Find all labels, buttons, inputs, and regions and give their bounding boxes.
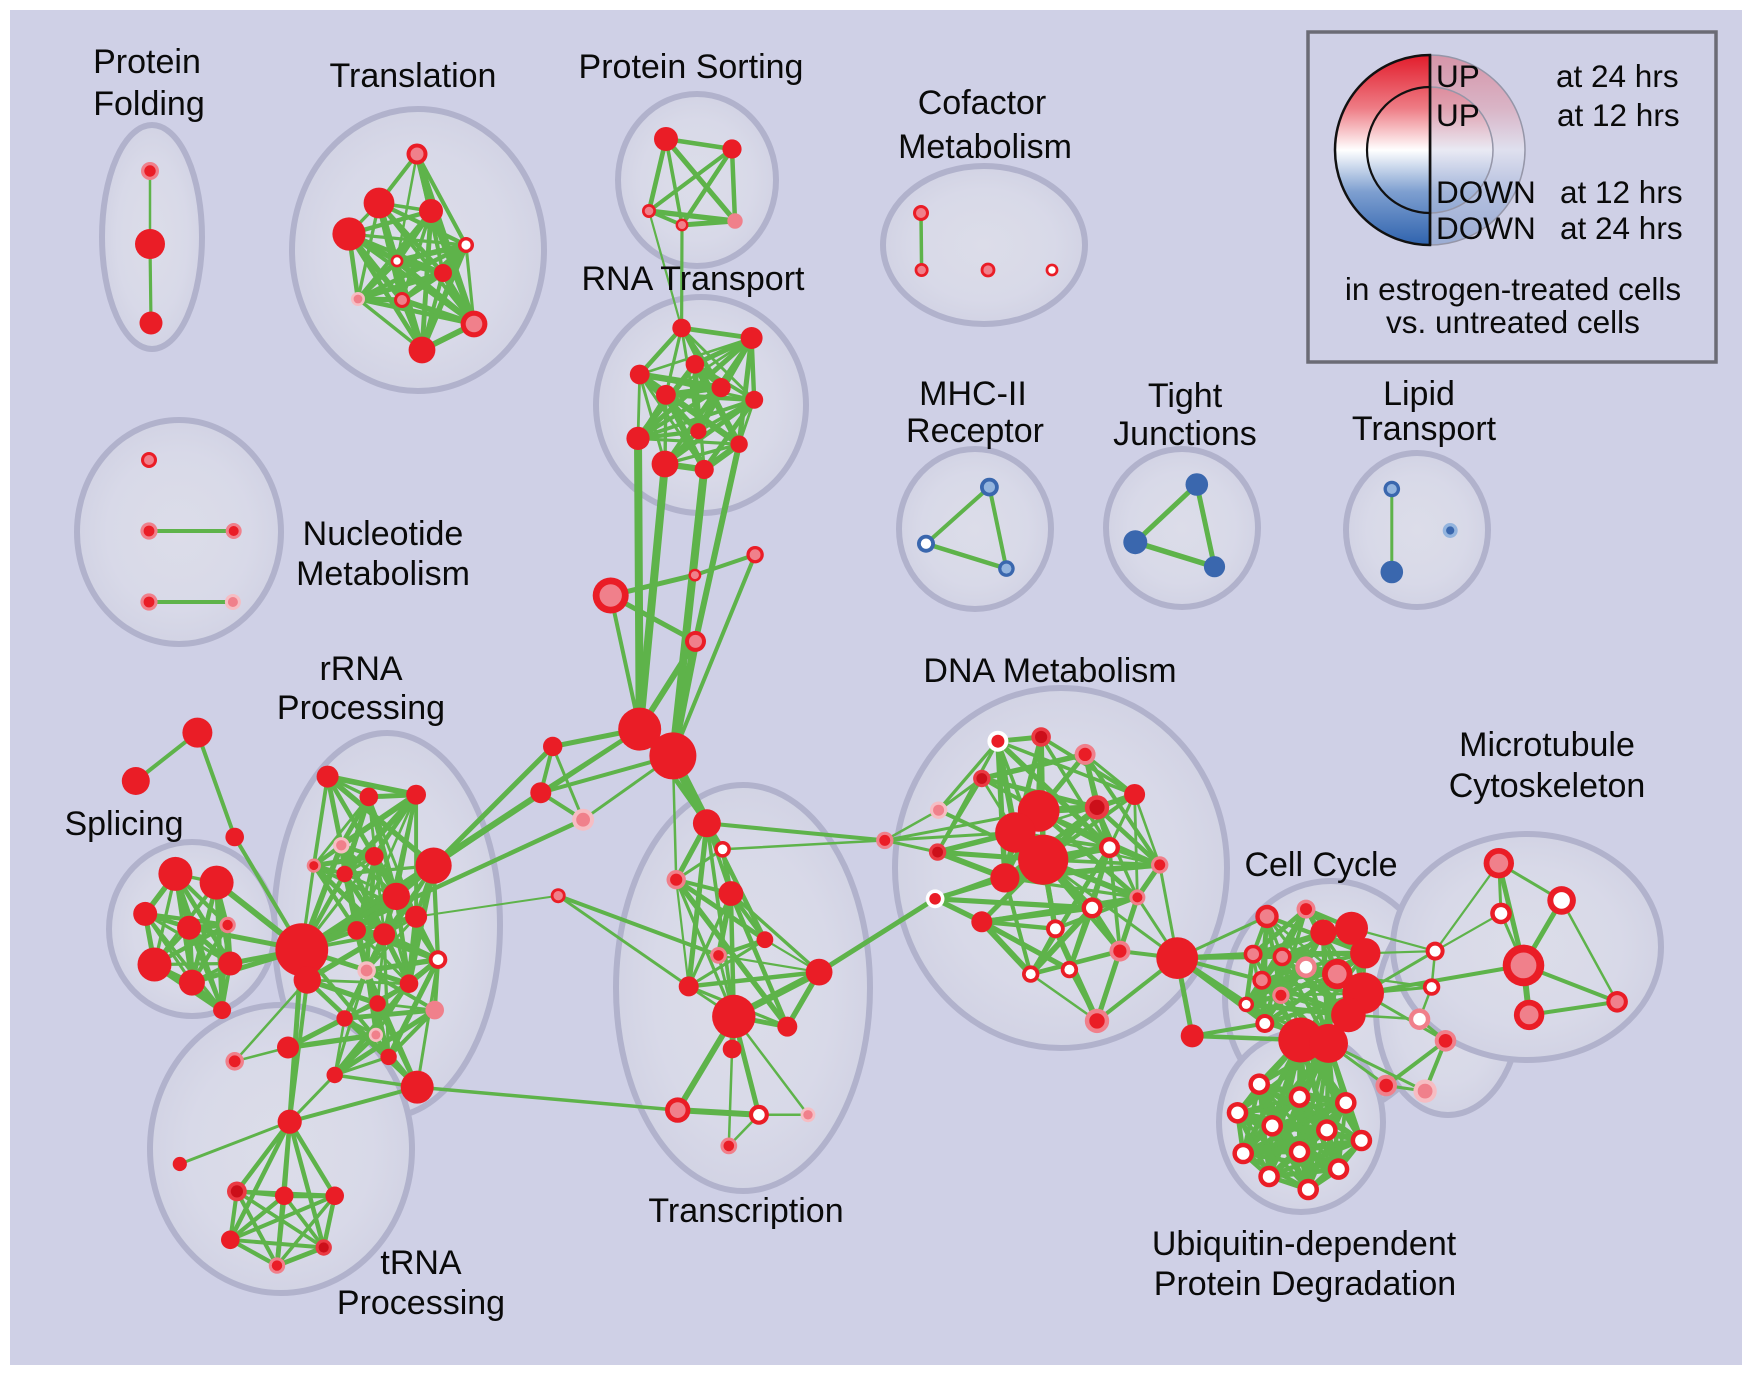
svg-text:Folding: Folding [93, 85, 205, 123]
svg-text:Cofactor: Cofactor [918, 84, 1047, 122]
svg-text:UP: UP [1436, 97, 1480, 133]
svg-text:at 24 hrs: at 24 hrs [1560, 210, 1683, 246]
svg-text:Receptor: Receptor [906, 412, 1044, 450]
svg-text:Tight: Tight [1148, 377, 1223, 415]
svg-text:Ubiquitin-dependent: Ubiquitin-dependent [1152, 1225, 1457, 1263]
svg-text:Cell Cycle: Cell Cycle [1244, 846, 1397, 884]
svg-text:tRNA: tRNA [380, 1244, 462, 1282]
svg-text:Transcription: Transcription [648, 1192, 843, 1230]
svg-text:Splicing: Splicing [64, 805, 183, 843]
svg-text:in estrogen-treated cells: in estrogen-treated cells [1345, 271, 1681, 307]
svg-text:Processing: Processing [337, 1284, 505, 1322]
svg-text:Cytoskeleton: Cytoskeleton [1449, 767, 1646, 805]
svg-text:UP: UP [1436, 58, 1480, 94]
svg-text:Metabolism: Metabolism [296, 555, 470, 593]
svg-text:at 12 hrs: at 12 hrs [1557, 97, 1680, 133]
svg-text:Lipid: Lipid [1383, 375, 1455, 413]
svg-text:at 12 hrs: at 12 hrs [1560, 174, 1683, 210]
svg-text:MHC-II: MHC-II [919, 375, 1027, 413]
svg-text:rRNA: rRNA [319, 650, 402, 688]
svg-text:Protein Degradation: Protein Degradation [1154, 1265, 1456, 1303]
svg-text:Nucleotide: Nucleotide [303, 515, 464, 553]
svg-text:Metabolism: Metabolism [898, 128, 1072, 166]
svg-text:Processing: Processing [277, 689, 445, 727]
svg-text:Protein Sorting: Protein Sorting [579, 48, 804, 86]
svg-text:DOWN: DOWN [1436, 174, 1536, 210]
svg-text:vs. untreated cells: vs. untreated cells [1386, 304, 1640, 340]
svg-text:RNA Transport: RNA Transport [582, 260, 806, 298]
svg-text:Junctions: Junctions [1113, 415, 1257, 453]
svg-text:at 24 hrs: at 24 hrs [1556, 58, 1679, 94]
svg-text:Transport: Transport [1352, 410, 1497, 448]
svg-text:Protein: Protein [93, 43, 201, 81]
svg-text:Translation: Translation [330, 57, 497, 95]
svg-text:DNA Metabolism: DNA Metabolism [923, 652, 1176, 690]
svg-text:DOWN: DOWN [1436, 210, 1536, 246]
svg-text:Microtubule: Microtubule [1459, 726, 1635, 764]
